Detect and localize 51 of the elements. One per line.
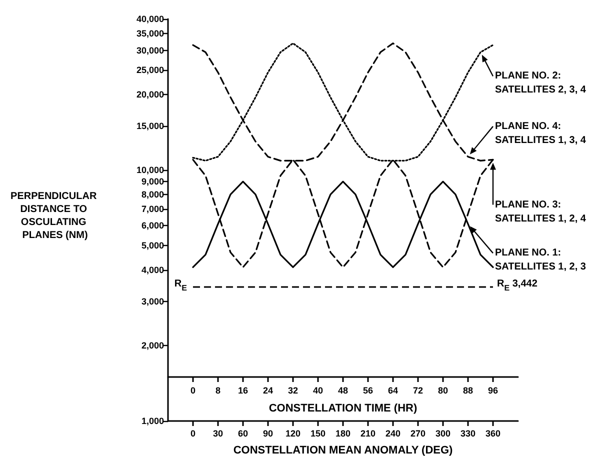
x-tick-label: 64 xyxy=(388,386,398,396)
ref-line-label: R$_{E}$ 3,442 xyxy=(497,278,538,292)
y-tick-label: 20,000 xyxy=(136,90,164,100)
x2-tick-label: 240 xyxy=(385,428,401,438)
x-tick-label: 32 xyxy=(288,386,298,396)
x-tick-label: 72 xyxy=(412,386,424,396)
y-tick-label: 25,000 xyxy=(136,65,164,76)
y-tick-label: 2,000 xyxy=(141,340,164,350)
y-tick-label: 15,000 xyxy=(136,120,164,131)
series-label: PLANE NO. 1: SATELLITES 1, 2, 3 xyxy=(495,248,586,273)
x2-tick-label: 150 xyxy=(310,428,326,438)
text: PLANE NO. 3: SATELLITES 1, 2, 4 xyxy=(495,199,586,224)
x-tick-label: 0 xyxy=(190,386,196,396)
x2-tick-label: 270 xyxy=(410,428,426,438)
y-tick-label: 6,000 xyxy=(141,220,164,231)
y-tick-label: 10,000 xyxy=(136,165,164,176)
y-tick-label: 8,000 xyxy=(141,189,164,200)
y-tick-label: 7,000 xyxy=(141,204,164,214)
x-tick-label: 16 xyxy=(238,386,248,396)
y-tick-label: 5,000 xyxy=(141,240,164,251)
text: PLANE NO. 2: SATELLITES 2, 3, 4 xyxy=(495,70,586,96)
y-tick-label: 9,000 xyxy=(141,176,164,187)
x2-tick-label: 30 xyxy=(212,428,224,438)
x-tick-label: 8 xyxy=(215,386,221,396)
x2-tick-label: 360 xyxy=(485,428,501,438)
x-tick-label: 80 xyxy=(438,386,448,396)
annotation: R$_{E}$ xyxy=(174,278,188,292)
y-tick-label: 1,000 xyxy=(141,416,164,426)
x2-tick-label: 180 xyxy=(335,428,351,438)
x2-tick-label: 330 xyxy=(460,428,476,438)
x-tick-label: 24 xyxy=(262,386,274,396)
y-axis-title: PERPENDICULAR DISTANCE TO OSCULATING PLANES (NM) xyxy=(10,190,100,241)
series-label: PLANE NO. 4: SATELLITES 1, 3, 4 xyxy=(495,120,586,146)
x-tick-label: 48 xyxy=(338,386,348,396)
x2-tick-label: 120 xyxy=(285,428,301,438)
x-tick-label: 88 xyxy=(462,386,474,396)
x-tick-label: 96 xyxy=(488,386,498,396)
x-axis-title: CONSTELLATION TIME (HR) xyxy=(268,402,418,414)
x2-axis-title: CONSTELLATION MEAN ANOMALY (DEG) xyxy=(233,444,454,456)
x2-tick-label: 90 xyxy=(262,428,274,438)
x2-tick-label: 210 xyxy=(360,428,376,438)
y-tick-label: 30,000 xyxy=(136,45,164,56)
y-tick-label: 40,000 xyxy=(136,14,164,24)
y-tick-label: 3,000 xyxy=(141,296,164,306)
x2-tick-label: 300 xyxy=(435,428,451,438)
x2-tick-label: 60 xyxy=(238,428,248,438)
x-tick-label: 40 xyxy=(312,386,324,396)
y-tick-label: 35,000 xyxy=(136,28,164,39)
x-tick-label: 56 xyxy=(362,386,374,396)
y-tick-label: 4,000 xyxy=(141,264,164,275)
x2-tick-label: 0 xyxy=(190,428,196,438)
